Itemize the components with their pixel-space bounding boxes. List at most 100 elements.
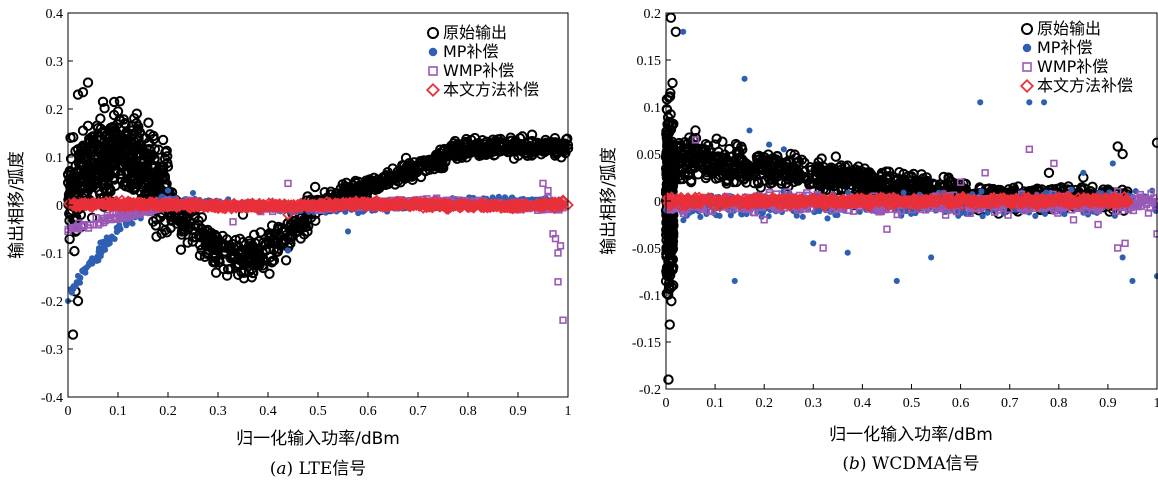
panel-a-point [127,153,139,164]
panel-a-point [114,96,126,107]
panel-a-point [175,244,187,255]
panel-a-point [554,278,562,286]
panel-a-y-tick-label: -0.1 [41,247,63,262]
panel-a-point [99,103,110,114]
panel-a-legend-proposed: 本文方法补偿 [443,80,539,99]
panel-b-point [664,319,675,330]
panel-a-point [381,169,392,181]
panel-a-point [103,234,110,241]
panel-a-point [559,316,567,324]
panel-a-point [112,150,124,162]
panel-a-point [107,121,118,133]
panel-a-x-tick-label: 0 [65,404,72,419]
panel-a-y-tick-label: 0 [56,199,63,214]
panel-a-point [227,253,238,265]
panel-a-point [64,233,75,245]
panel-a-point [266,257,278,268]
panel-a-point [196,212,208,223]
panel-a-point [95,245,103,252]
panel-a-point [72,282,79,290]
panel-a-point [278,238,289,249]
panel-a-legend-markers [425,27,441,98]
panel-a-point [151,213,162,225]
panel-a-point [205,231,216,243]
panel-a-point [92,123,104,134]
panel-a-y-tick-label: 0.3 [46,55,64,70]
panel-a-data-points [62,77,574,340]
panel-a-point [115,168,127,179]
panel-a-point [290,227,301,238]
panel-a-point [133,121,144,132]
panel-a-x-tick-label: 0.4 [259,404,277,419]
panel-a-point [75,175,86,187]
panel-a-point [108,96,120,108]
panel-a-point [156,161,168,172]
panel-a-point [159,224,171,236]
panel-a-point [68,168,80,180]
panel-a-legend-wmp: WMP补偿 [443,61,514,80]
panel-a-point [227,249,238,260]
panel-a-point [358,187,370,198]
panel-a-point [82,120,94,132]
panel-a-point [118,179,130,191]
panel-a-point [505,141,516,153]
panel-a-point [461,133,472,145]
panel-a-x-tick-label: 0.7 [409,404,427,419]
panel-a-point [248,243,259,254]
panel-a-point [268,255,280,266]
panel-a-point [131,108,143,119]
panel-a-point [189,189,197,197]
panel-a-point [77,87,89,98]
panel-a-point [229,218,237,226]
panel-a-point [72,295,84,307]
panel-a-point [150,220,162,231]
panel-a-point [235,245,246,256]
panel-a-point [285,238,296,249]
panel-a-x-tick-label: 0.5 [309,404,327,419]
panel-a-point [157,134,169,146]
panel-a-y-tick-label: 0.4 [46,7,64,22]
panel-a-point [444,149,456,161]
panel-a-point [95,159,106,170]
panel-a-point [145,150,156,162]
panel-a-point [128,128,140,140]
panel-b-point [716,212,723,219]
panel-a-point [87,135,99,146]
panel-a-point [159,182,171,193]
panel-a-x-tick-label: 0.6 [359,404,377,419]
panel-a-x-tick-label: 0.2 [159,404,177,419]
panel-a-point [134,162,146,174]
panel-b-point [1032,212,1039,219]
panel-a-point [473,143,484,155]
panel-a-y-tick-label: -0.3 [41,343,63,358]
panel-a-point [264,268,275,279]
panel-a-point [487,144,499,156]
panel-a-x-axis-label: 归一化输入功率/dBm [236,429,400,449]
panel-a-point [264,228,275,239]
panel-b-point [697,213,704,221]
panel-a-point [91,177,102,188]
panel-a-point [143,181,155,193]
panel-a-point [161,145,172,156]
panel-a-legend-marker [427,27,439,39]
panel-a-point [239,258,250,269]
panel-b: 0 0.1 0.2 0.3 0.4 0.5 0.6 0.7 0.8 0.9 1 0.20.150.1… [599,7,1158,474]
panel-a-point [77,125,89,136]
panel-a-point [539,140,550,152]
panel-a-y-tick-label: 0.1 [46,151,64,166]
panel-a-point [539,179,547,188]
panel-a-point [67,329,79,340]
panel-a-legend-marker [428,66,438,76]
panel-a-point [387,163,398,174]
panel-a-legend-mp: MP补偿 [443,42,498,61]
panel-a-point [272,236,284,248]
panel-a-point [123,222,130,229]
panel-a-point [164,187,172,194]
panel-a-point [344,228,352,235]
panel-a-legend-marker [428,47,438,57]
panel-a-point [284,179,292,188]
panel-a-x-tick-label: 0.9 [509,404,527,419]
panel-a-point [100,131,112,143]
panel-a-legend-original: 原始输出 [443,23,507,42]
panel-a-point [240,251,252,262]
